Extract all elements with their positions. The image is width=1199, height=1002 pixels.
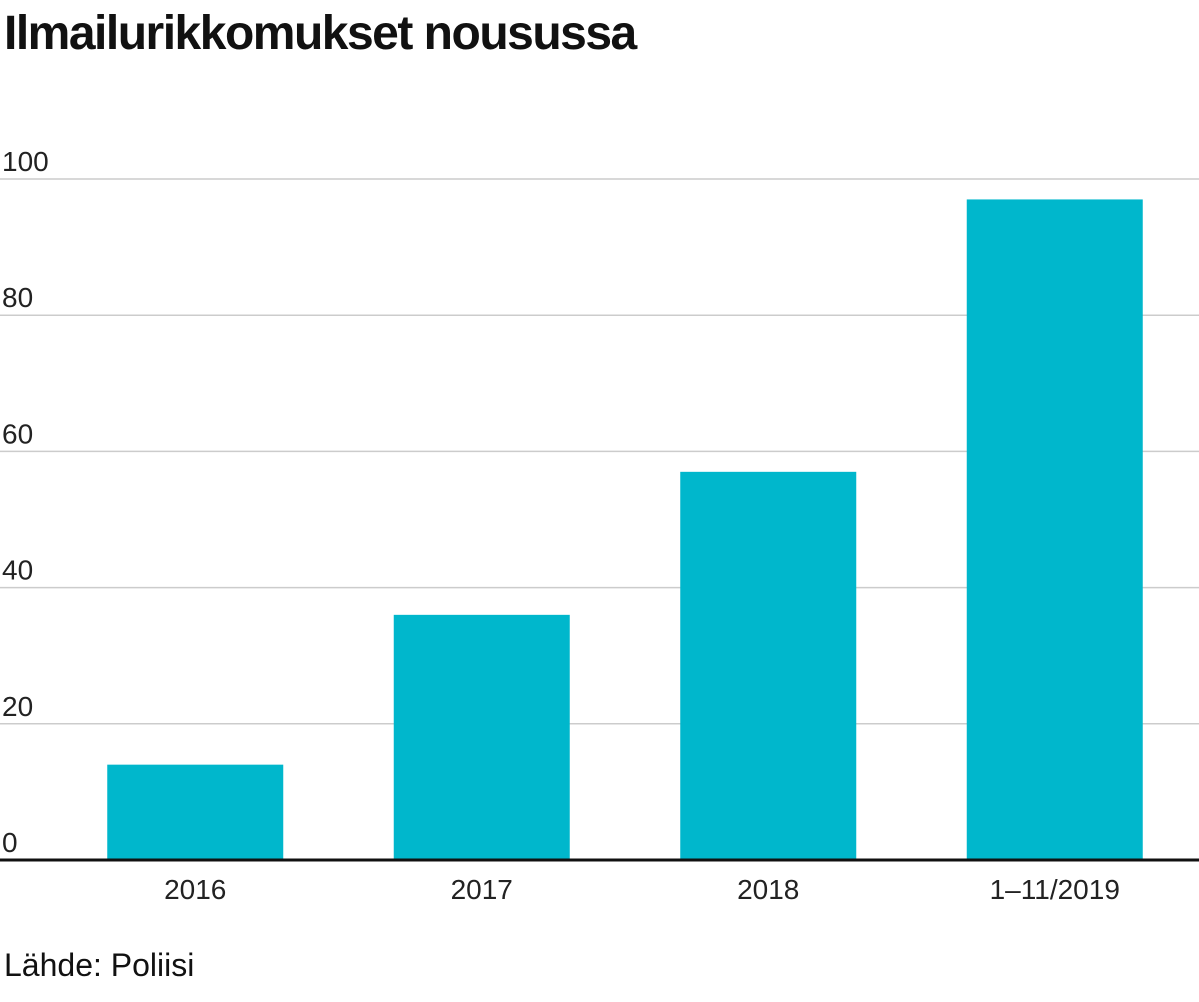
y-tick-label-0: 0 xyxy=(2,827,18,858)
bar-3 xyxy=(966,199,1143,860)
y-tick-label-5: 100 xyxy=(2,146,49,177)
x-tick-label-2: 2018 xyxy=(737,874,799,905)
y-tick-label-3: 60 xyxy=(2,418,33,449)
y-tick-label-1: 20 xyxy=(2,691,33,722)
x-axis-labels: 2016 2017 2018 1–11/2019 xyxy=(164,874,1120,905)
y-axis-ticks: 0 20 40 60 80 100 xyxy=(2,146,49,858)
bars xyxy=(107,199,1143,860)
bar-0 xyxy=(107,764,284,860)
x-tick-label-3: 1–11/2019 xyxy=(990,874,1120,905)
y-tick-label-4: 80 xyxy=(2,282,33,313)
source-note: Lähde: Poliisi xyxy=(4,947,195,983)
y-tick-label-2: 40 xyxy=(2,555,33,586)
bar-1 xyxy=(393,614,570,860)
chart-title: Ilmailurikkomukset nousussa xyxy=(4,7,637,60)
x-tick-label-0: 2016 xyxy=(164,874,226,905)
bar-2 xyxy=(680,471,857,860)
x-tick-label-1: 2017 xyxy=(451,874,513,905)
